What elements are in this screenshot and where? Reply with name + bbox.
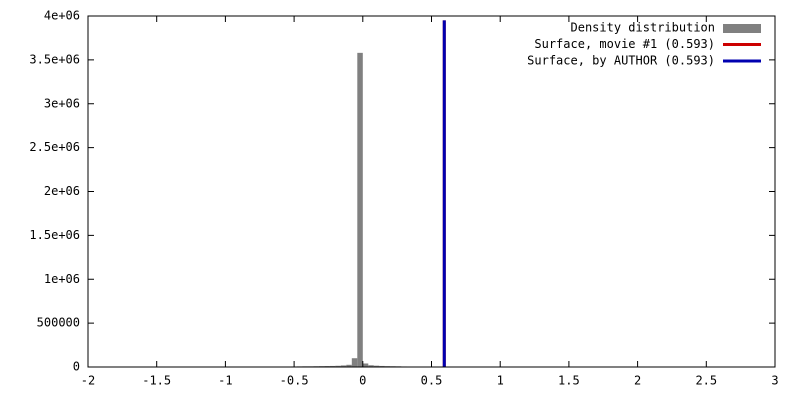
y-tick-label: 3.5e+06 bbox=[29, 52, 80, 66]
bar bbox=[373, 365, 380, 367]
bar bbox=[368, 365, 374, 367]
bar bbox=[351, 358, 358, 367]
y-tick-label: 4e+06 bbox=[44, 9, 80, 23]
y-tick-label: 1.5e+06 bbox=[29, 228, 80, 242]
bar bbox=[362, 363, 369, 367]
bar bbox=[329, 365, 336, 367]
legend-swatch bbox=[723, 24, 761, 33]
bar bbox=[335, 365, 341, 367]
x-tick-label: -0.5 bbox=[280, 374, 309, 388]
bar bbox=[340, 365, 347, 367]
legend-label: Surface, by AUTHOR (0.593) bbox=[527, 54, 715, 68]
x-tick-label: 0 bbox=[359, 374, 366, 388]
x-tick-label: -1.5 bbox=[142, 374, 171, 388]
legend-label: Surface, movie #1 (0.593) bbox=[534, 37, 715, 51]
x-tick-label: 1 bbox=[497, 374, 504, 388]
x-tick-label: 1.5 bbox=[558, 374, 580, 388]
x-tick-label: 3 bbox=[771, 374, 778, 388]
x-tick-label: 2.5 bbox=[695, 374, 717, 388]
plot-border bbox=[87, 15, 776, 368]
x-tick-label: 0.5 bbox=[421, 374, 443, 388]
x-tick-label: -1 bbox=[218, 374, 232, 388]
bar bbox=[379, 365, 385, 367]
y-tick-label: 0 bbox=[73, 360, 80, 374]
legend-label: Density distribution bbox=[571, 21, 716, 35]
bar bbox=[346, 364, 352, 367]
y-tick-label: 500000 bbox=[37, 316, 80, 330]
y-tick-label: 2.5e+06 bbox=[29, 140, 80, 154]
x-tick-label: -2 bbox=[81, 374, 95, 388]
x-tick-label: 2 bbox=[634, 374, 641, 388]
bar bbox=[357, 52, 363, 367]
y-tick-label: 3e+06 bbox=[44, 96, 80, 110]
y-tick-label: 2e+06 bbox=[44, 184, 80, 198]
y-tick-label: 1e+06 bbox=[44, 272, 80, 286]
